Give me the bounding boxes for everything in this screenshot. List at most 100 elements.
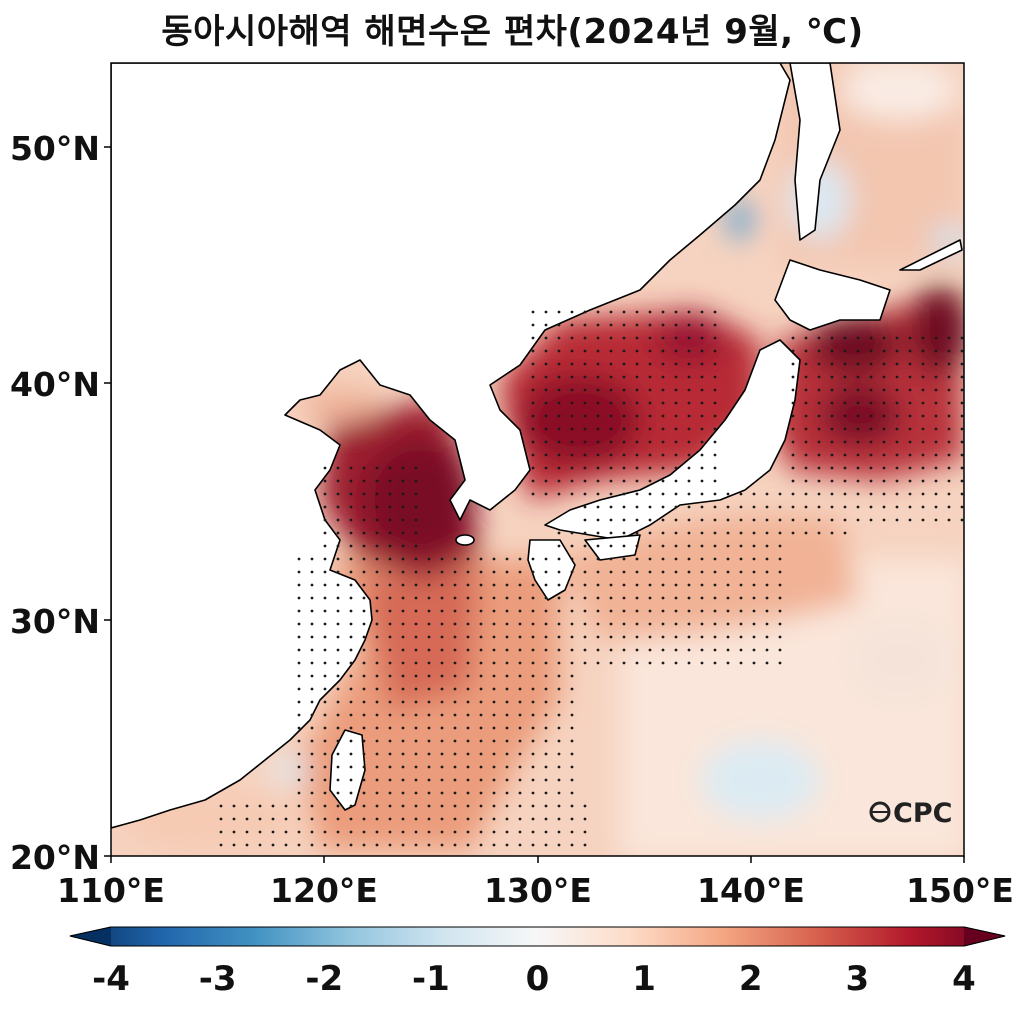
significance-dot	[505, 596, 509, 600]
significance-dot	[518, 843, 522, 847]
significance-dot	[635, 479, 639, 483]
significance-dot	[635, 492, 639, 496]
significance-dot	[427, 778, 431, 782]
significance-dot	[570, 427, 574, 431]
significance-dot	[661, 596, 665, 600]
significance-dot	[557, 388, 561, 392]
significance-dot	[323, 635, 327, 639]
significance-dot	[349, 466, 353, 470]
significance-dot	[570, 674, 574, 678]
significance-dot	[336, 531, 340, 535]
significance-dot	[388, 674, 392, 678]
significance-dot	[791, 492, 795, 496]
significance-dot	[713, 479, 717, 483]
significance-dot	[349, 622, 353, 626]
significance-dot	[388, 531, 392, 535]
significance-dot	[713, 440, 717, 444]
significance-dot	[453, 817, 457, 821]
significance-dot	[362, 596, 366, 600]
significance-dot	[453, 700, 457, 704]
significance-dot	[336, 609, 340, 613]
significance-dot	[661, 544, 665, 548]
significance-dot	[674, 648, 678, 652]
significance-dot	[414, 557, 418, 561]
significance-dot	[427, 687, 431, 691]
significance-dot	[466, 817, 470, 821]
significance-dot	[414, 674, 418, 678]
significance-dot	[323, 739, 327, 743]
significance-dot	[778, 492, 782, 496]
significance-dot	[375, 817, 379, 821]
significance-dot	[921, 453, 925, 457]
significance-dot	[310, 752, 314, 756]
significance-dot	[336, 843, 340, 847]
significance-dot	[921, 401, 925, 405]
significance-dot	[908, 518, 912, 522]
significance-dot	[388, 765, 392, 769]
significance-dot	[570, 726, 574, 730]
significance-dot	[843, 388, 847, 392]
significance-dot	[557, 687, 561, 691]
significance-dot	[466, 843, 470, 847]
significance-dot	[947, 440, 951, 444]
significance-dot	[817, 388, 821, 392]
significance-dot	[544, 622, 548, 626]
significance-dot	[531, 700, 535, 704]
significance-dot	[635, 323, 639, 327]
significance-dot	[700, 401, 704, 405]
significance-dot	[531, 843, 535, 847]
significance-dot	[544, 713, 548, 717]
significance-dot	[661, 466, 665, 470]
significance-dot	[544, 674, 548, 678]
significance-dot	[596, 661, 600, 665]
colorbar-tick-label: -3	[199, 959, 237, 999]
significance-dot	[674, 479, 678, 483]
significance-dot	[388, 843, 392, 847]
lon-tick-130: 130°E	[484, 871, 592, 910]
significance-dot	[661, 583, 665, 587]
significance-dot	[843, 401, 847, 405]
significance-dot	[245, 804, 249, 808]
significance-dot	[674, 622, 678, 626]
significance-dot	[505, 726, 509, 730]
significance-dot	[700, 323, 704, 327]
significance-dot	[414, 661, 418, 665]
significance-dot	[648, 310, 652, 314]
significance-dot	[726, 492, 730, 496]
significance-dot	[596, 466, 600, 470]
significance-dot	[297, 778, 301, 782]
significance-dot	[414, 505, 418, 509]
significance-dot	[518, 713, 522, 717]
significance-dot	[817, 375, 821, 379]
significance-dot	[310, 843, 314, 847]
significance-dot	[401, 674, 405, 678]
significance-dot	[895, 336, 899, 340]
significance-dot	[427, 817, 431, 821]
significance-dot	[830, 492, 834, 496]
significance-dot	[570, 765, 574, 769]
significance-dot	[401, 661, 405, 665]
significance-dot	[570, 440, 574, 444]
significance-dot	[674, 609, 678, 613]
significance-dot	[635, 661, 639, 665]
significance-dot	[323, 609, 327, 613]
significance-dot	[687, 635, 691, 639]
significance-dot	[570, 583, 574, 587]
significance-dot	[843, 453, 847, 457]
significance-dot	[362, 466, 366, 470]
significance-dot	[349, 843, 353, 847]
significance-dot	[622, 453, 626, 457]
significance-dot	[414, 492, 418, 496]
significance-dot	[349, 778, 353, 782]
significance-dot	[713, 427, 717, 431]
significance-dot	[596, 349, 600, 353]
significance-dot	[882, 440, 886, 444]
significance-dot	[505, 713, 509, 717]
significance-dot	[596, 531, 600, 535]
significance-dot	[583, 479, 587, 483]
significance-dot	[531, 596, 535, 600]
significance-dot	[635, 583, 639, 587]
significance-dot	[752, 635, 756, 639]
significance-dot	[622, 336, 626, 340]
significance-dot	[531, 557, 535, 561]
